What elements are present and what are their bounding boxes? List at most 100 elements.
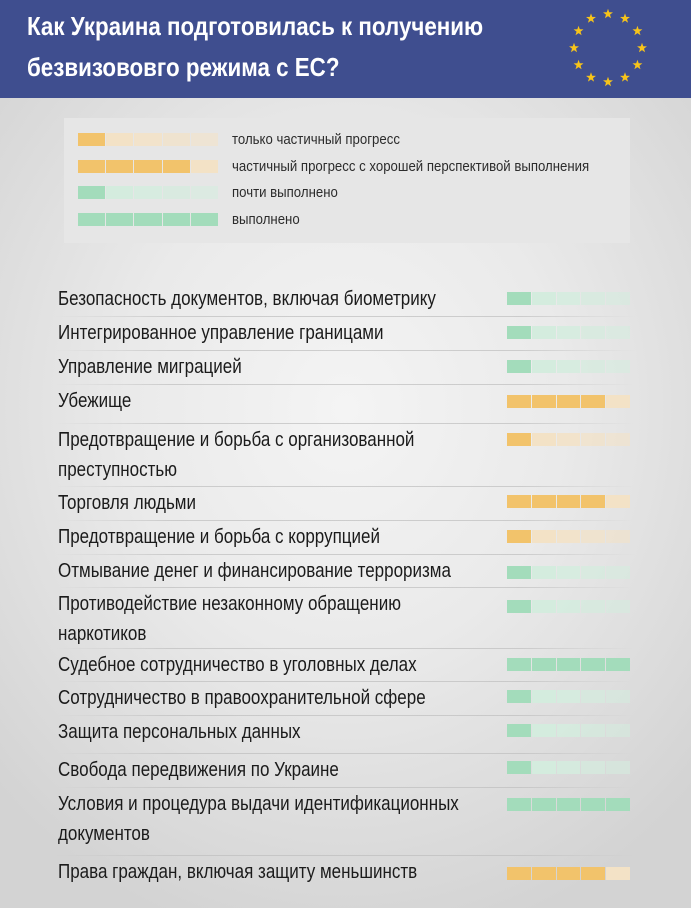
bar-segment: [581, 530, 606, 543]
bar-segment: [531, 530, 556, 543]
bar-segment: [606, 530, 630, 543]
star-icon: [620, 13, 630, 23]
bar-segment: [581, 495, 606, 508]
row-label-line: Защита персональных данных: [58, 721, 301, 743]
bar-segment: [507, 530, 531, 543]
star-icon: [637, 42, 647, 53]
row-label-line: Безопасность документов, включая биометр…: [58, 288, 436, 310]
bar-segment: [531, 395, 556, 408]
star-icon: [573, 25, 584, 36]
bar-segment: [531, 724, 556, 737]
bar-segment: [606, 495, 630, 508]
legend-label: только частичный прогресс: [232, 131, 400, 148]
bar-segment: [507, 495, 531, 508]
row-label-line: наркотиков: [58, 623, 147, 645]
bar-segment: [581, 798, 606, 811]
bar-segment: [556, 867, 581, 880]
table-row-label: Безопасность документов, включая биометр…: [58, 284, 436, 314]
table-row-label: Отмывание денег и финансирование террори…: [58, 556, 451, 586]
row-divider: [55, 423, 635, 424]
legend-label: частичный прогресс с хорошей перспективо…: [232, 158, 590, 175]
row-label-line: преступностью: [58, 459, 178, 481]
row-label-line: Судебное сотрудничество в уголовных дела…: [58, 654, 417, 676]
row-label-line: Отмывание денег и финансирование террори…: [58, 560, 451, 582]
row-divider: [55, 316, 635, 317]
bar-segment: [507, 433, 531, 446]
bar-segment: [507, 326, 531, 339]
bar-segment: [190, 213, 218, 226]
bar-segment: [606, 658, 630, 671]
bar-segment: [556, 495, 581, 508]
bar-segment: [606, 690, 630, 703]
row-divider: [55, 715, 635, 716]
bar-segment: [507, 658, 531, 671]
legend-swatch: [78, 160, 218, 173]
row-label-line: Свобода передвижения по Украине: [58, 759, 339, 781]
row-label-line: Убежище: [58, 390, 132, 412]
table-row-label: Убежище: [58, 386, 131, 416]
status-bar: [507, 798, 630, 811]
bar-segment: [78, 160, 106, 173]
row-label-line: Права граждан, включая защиту меньшинств: [58, 861, 418, 883]
bar-segment: [606, 600, 630, 613]
status-bar: [507, 530, 630, 543]
bar-segment: [581, 690, 606, 703]
bar-segment: [581, 395, 606, 408]
star-icon: [603, 8, 613, 19]
table-row-label: Предотвращение и борьба с коррупцией: [58, 522, 380, 552]
bar-segment: [581, 867, 606, 880]
bar-segment: [134, 160, 162, 173]
bar-segment: [581, 433, 606, 446]
bar-segment: [606, 292, 630, 305]
row-divider: [55, 350, 635, 351]
title-line-1: Как Украина подготовилась к получению: [27, 11, 484, 41]
legend-swatch: [78, 213, 218, 226]
bar-segment: [581, 292, 606, 305]
bar-segment: [556, 600, 581, 613]
bar-segment: [78, 213, 106, 226]
bar-segment: [134, 186, 162, 199]
bar-segment: [556, 798, 581, 811]
bar-segment: [606, 395, 630, 408]
bar-segment: [106, 160, 134, 173]
table-row-label: Сотрудничество в правоохранительной сфер…: [58, 683, 426, 713]
row-label-line: Противодействие незаконному обращению: [58, 593, 401, 615]
bar-segment: [581, 326, 606, 339]
table-row-label: Права граждан, включая защиту меньшинств: [58, 857, 417, 887]
bar-segment: [162, 186, 190, 199]
row-label-line: Интегрированное управление границами: [58, 322, 384, 344]
status-bar: [507, 433, 630, 446]
legend-item: почти выполнено: [64, 184, 630, 204]
header-banner: Как Украина подготовилась к получению бе…: [0, 0, 691, 98]
bar-segment: [556, 658, 581, 671]
bar-segment: [507, 292, 531, 305]
bar-segment: [556, 566, 581, 579]
status-bar: [507, 724, 630, 737]
bar-segment: [106, 133, 134, 146]
row-divider: [55, 648, 635, 649]
bar-segment: [556, 395, 581, 408]
title-line-2: безвизововго режима с ЕС?: [27, 52, 340, 82]
table-row-label: Противодействие незаконному обращению нар…: [58, 589, 401, 649]
bar-segment: [556, 690, 581, 703]
row-label-line: Предотвращение и борьба с коррупцией: [58, 526, 380, 548]
bar-segment: [507, 566, 531, 579]
status-bar: [507, 360, 630, 373]
table-row-label: Судебное сотрудничество в уголовных дела…: [58, 650, 417, 680]
bar-segment: [531, 326, 556, 339]
row-label-line: Сотрудничество в правоохранительной сфер…: [58, 687, 426, 709]
bar-segment: [531, 658, 556, 671]
bar-segment: [531, 566, 556, 579]
status-bar: [507, 566, 630, 579]
bar-segment: [134, 213, 162, 226]
status-bar: [507, 292, 630, 305]
bar-segment: [581, 724, 606, 737]
bar-segment: [606, 566, 630, 579]
bar-segment: [507, 600, 531, 613]
bar-segment: [531, 690, 556, 703]
bar-segment: [531, 292, 556, 305]
bar-segment: [556, 292, 581, 305]
legend: только частичный прогресс частичный прогр…: [64, 118, 630, 243]
bar-segment: [162, 133, 190, 146]
bar-segment: [190, 133, 218, 146]
